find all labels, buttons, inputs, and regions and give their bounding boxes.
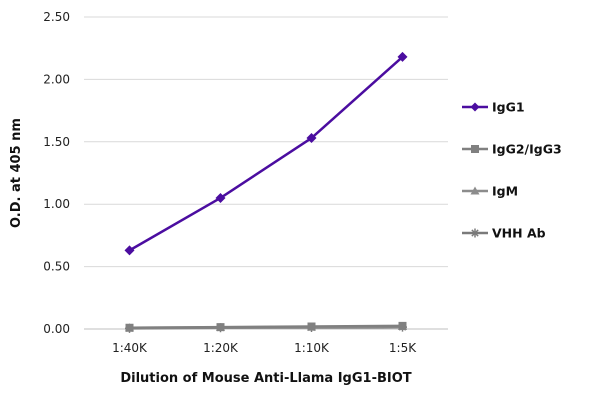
series-line [128,56,404,252]
data-point-asterisk [470,228,480,238]
legend-entry: IgM [462,184,518,199]
data-point-triangle [470,186,480,195]
x-tick-label: 1:20K [203,341,239,355]
legend-entry: IgG2/IgG3 [462,142,562,157]
series-igg1 [124,51,408,256]
data-point-diamond [397,51,408,62]
y-tick-label: 2.00 [43,72,70,86]
legend-label: VHH Ab [492,226,546,241]
data-point-square [125,323,134,332]
series-igg2-igg3 [125,321,407,332]
legend-entry: VHH Ab [462,226,546,241]
legend-label: IgM [492,184,518,199]
data-point-square [398,321,407,330]
legend-label: IgG1 [492,100,525,115]
y-tick-label: 2.50 [43,10,70,24]
data-point-square [307,322,316,331]
y-tick-label: 1.50 [43,135,70,149]
gridlines [84,16,448,268]
legend-label: IgG2/IgG3 [492,142,562,157]
data-point-diamond [306,133,317,144]
legend: IgG1 IgG2/IgG3 IgM VHH Ab [462,100,562,241]
data-point-diamond [124,245,135,256]
data-point-diamond [215,192,226,203]
x-tick-label: 1:5K [389,341,417,355]
x-tick-label: 1:40K [112,341,148,355]
y-axis-title: O.D. at 405 nm [9,118,24,228]
y-axis-ticks: 0.00 0.50 1.00 1.50 2.00 2.50 [43,10,70,336]
legend-entry: IgG1 [462,100,525,115]
y-tick-label: 1.00 [43,197,70,211]
data-point-square [216,323,225,332]
y-tick-label: 0.50 [43,260,70,274]
series-line [129,324,403,330]
data-point-square [471,145,479,153]
x-axis-ticks: 1:40K 1:20K 1:10K 1:5K [112,341,417,355]
data-point-diamond [470,102,480,112]
y-tick-label: 0.00 [43,322,70,336]
x-tick-label: 1:10K [294,341,330,355]
x-axis-title: Dilution of Mouse Anti-Llama IgG1-BIOT [120,371,411,386]
series-layer [124,51,408,333]
